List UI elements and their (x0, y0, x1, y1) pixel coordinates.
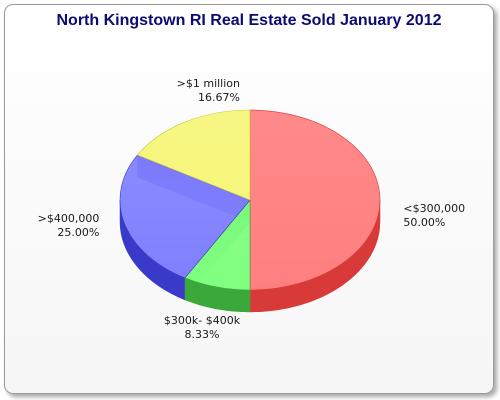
pie-slice (249, 109, 381, 291)
slice-label: >$400,000 (38, 212, 100, 225)
slice-label: <$300,000 (403, 202, 465, 215)
slice-percent-label: 16.67% (198, 91, 240, 104)
slice-label: $300k- $400k (164, 314, 241, 327)
pie-slice (136, 109, 251, 201)
chart-frame: North Kingstown RI Real Estate Sold Janu… (4, 4, 494, 394)
slice-label: >$1 million (177, 77, 240, 90)
pie-tops (119, 109, 381, 291)
chart-title: North Kingstown RI Real Estate Sold Janu… (56, 12, 442, 29)
slice-percent-label: 50.00% (403, 216, 445, 229)
slice-percent-label: 25.00% (57, 226, 99, 239)
slice-percent-label: 8.33% (185, 328, 220, 341)
pie-slice (119, 154, 251, 279)
